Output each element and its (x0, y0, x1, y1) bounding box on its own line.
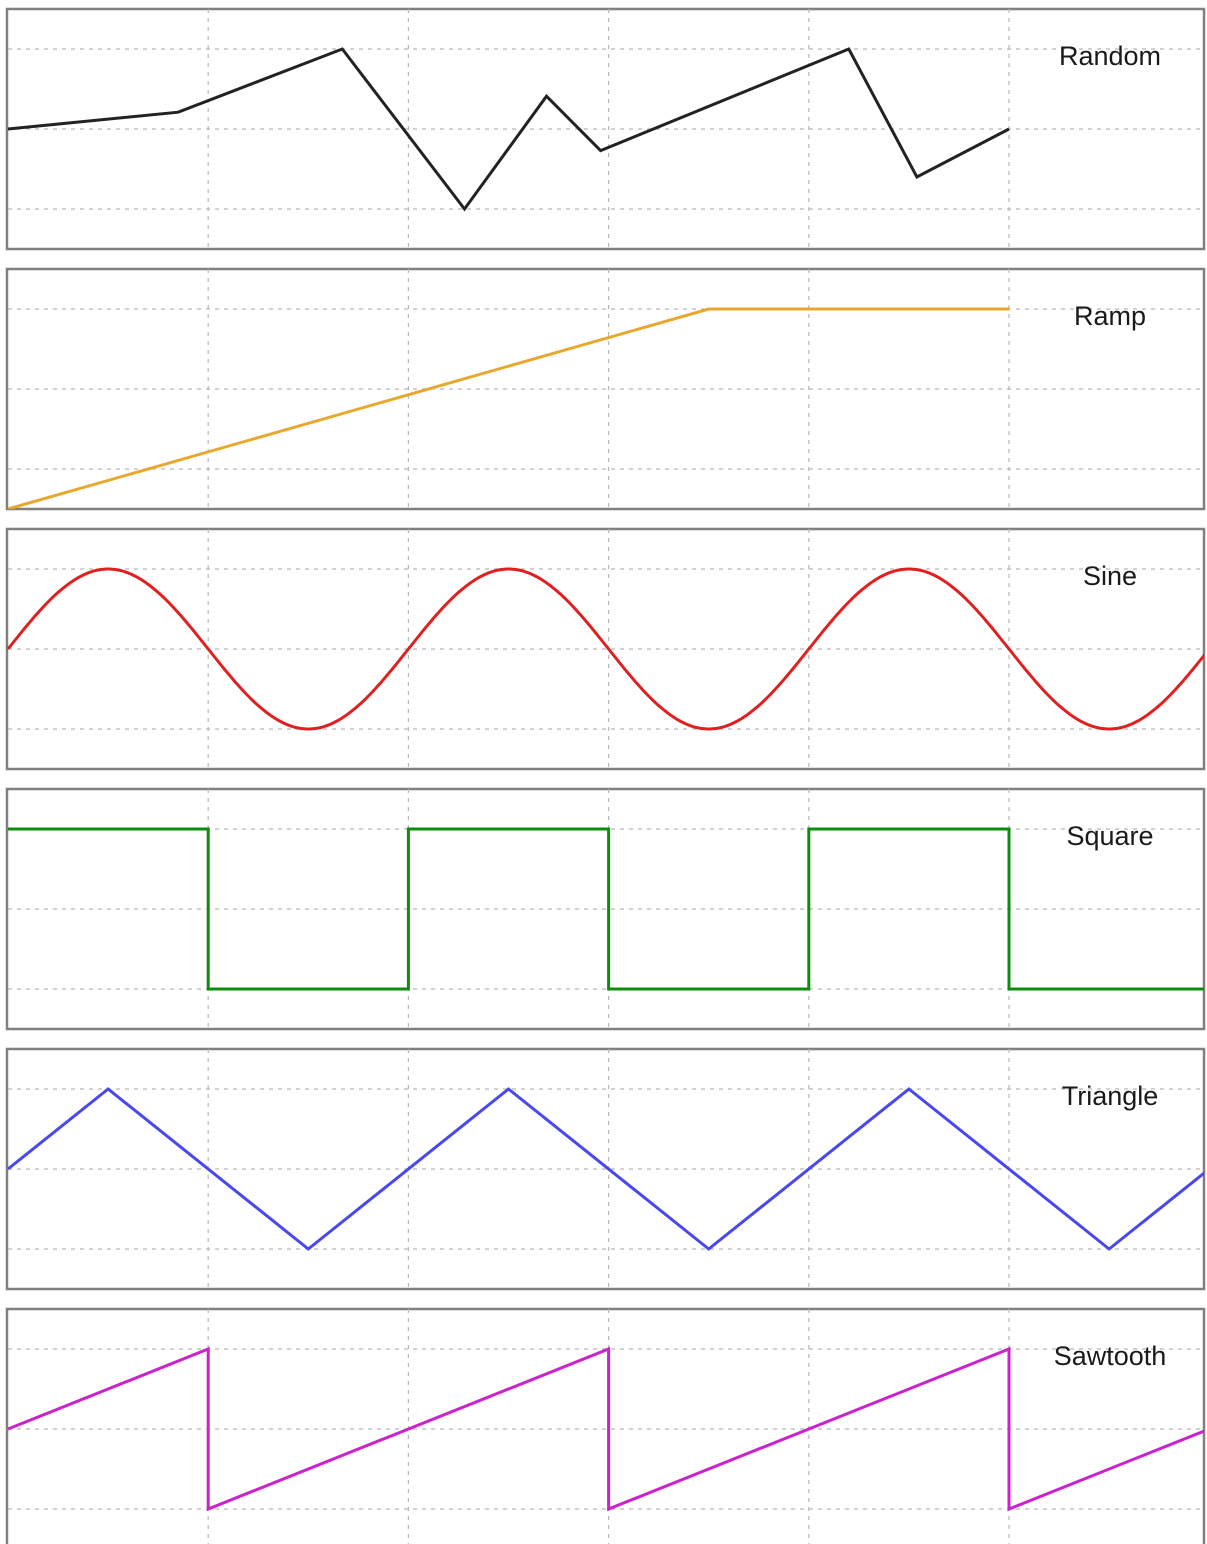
random-wave-line (8, 49, 1009, 209)
grid (8, 9, 1203, 249)
panel-ramp: Ramp (7, 269, 1204, 509)
panel-random: Random (7, 9, 1204, 249)
panel-title: Square (1066, 821, 1153, 851)
ramp-wave-line (8, 309, 1009, 509)
panel-sawtooth: Sawtooth (7, 1309, 1207, 1544)
panel-title: Sawtooth (1054, 1341, 1167, 1371)
grid (8, 1309, 1203, 1544)
grid (8, 1049, 1203, 1289)
panel-title: Sine (1083, 561, 1137, 591)
panel-triangle: Triangle (7, 1049, 1207, 1289)
grid (8, 269, 1203, 509)
panel-title: Random (1059, 41, 1161, 71)
panel-square: Square (7, 789, 1207, 1029)
grid (8, 789, 1203, 1029)
panel-title: Ramp (1074, 301, 1146, 331)
panel-title: Triangle (1062, 1081, 1159, 1111)
panel-sine: Sine (7, 529, 1207, 769)
grid (8, 529, 1203, 769)
